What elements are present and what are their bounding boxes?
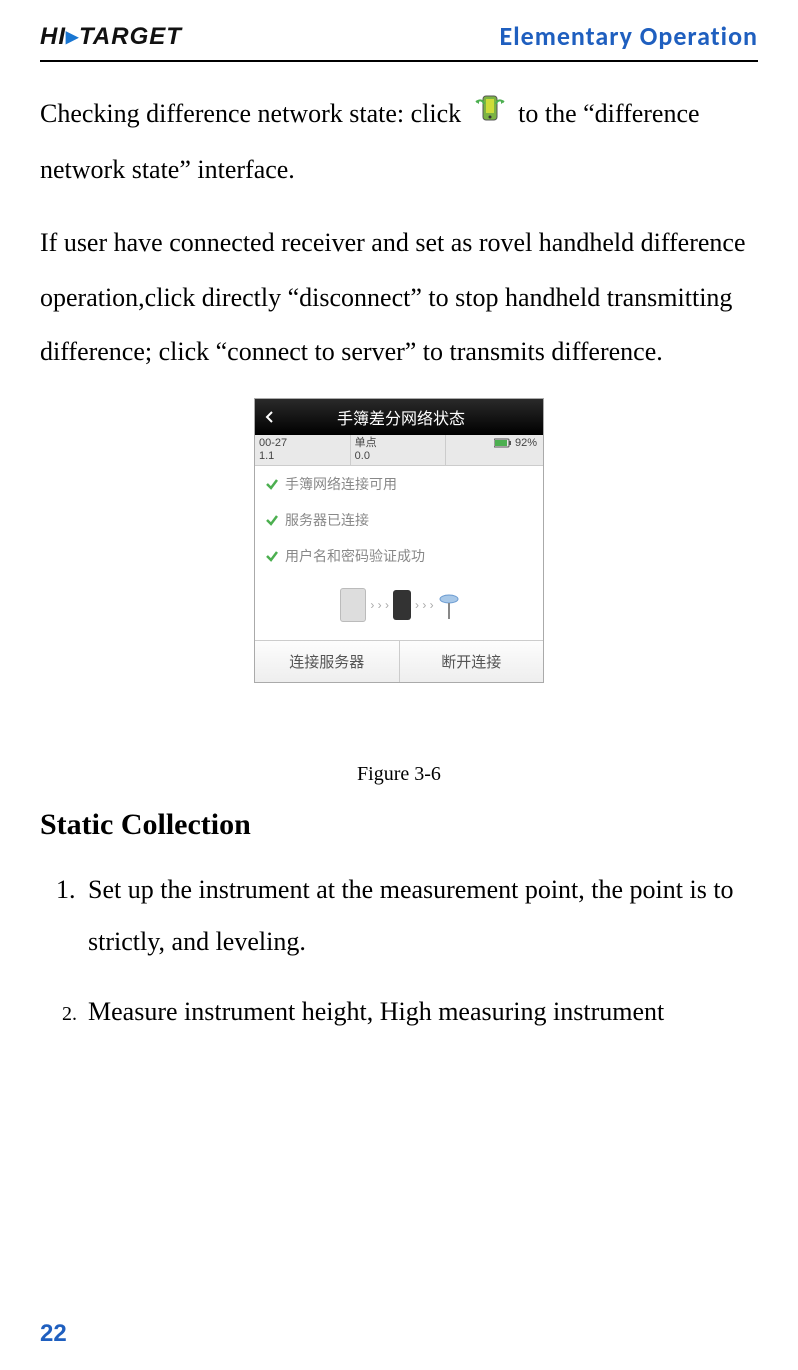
para1-pre: Checking difference network state: click bbox=[40, 99, 468, 128]
status-line-2: 服务器已连接 bbox=[255, 502, 543, 538]
header-title: Elementary Operation bbox=[500, 20, 758, 52]
check-icon bbox=[265, 477, 279, 491]
status-c2a: 单点 bbox=[355, 437, 442, 450]
list-item: Set up the instrument at the measurement… bbox=[82, 864, 758, 968]
paragraph-2: If user have connected receiver and set … bbox=[40, 216, 758, 380]
device-network-icon bbox=[472, 89, 508, 144]
logo-text-post: TARGET bbox=[79, 23, 182, 50]
check-icon bbox=[265, 549, 279, 563]
logo-caret-icon: ▸ bbox=[66, 23, 79, 50]
check-icon bbox=[265, 513, 279, 527]
app-title: 手簿差分网络状态 bbox=[281, 405, 543, 429]
logo-text-pre: HI bbox=[40, 23, 66, 50]
status-line-3-text: 用户名和密码验证成功 bbox=[285, 546, 425, 566]
status-line-1: 手簿网络连接可用 bbox=[255, 466, 543, 502]
app-titlebar: 手簿差分网络状态 bbox=[255, 399, 543, 435]
page-number: 22 bbox=[40, 1320, 67, 1348]
back-icon[interactable] bbox=[259, 406, 281, 428]
disconnect-button[interactable]: 断开连接 bbox=[400, 641, 544, 682]
section-heading: Static Collection bbox=[40, 808, 758, 842]
status-cell-1: 00-27 1.1 bbox=[255, 435, 351, 465]
list-item: Measure instrument height, High measurin… bbox=[82, 986, 758, 1038]
status-cell-3: 92% bbox=[446, 435, 543, 465]
numbered-list: Set up the instrument at the measurement… bbox=[40, 864, 758, 1038]
status-c2b: 0.0 bbox=[355, 450, 442, 463]
status-cell-2: 单点 0.0 bbox=[351, 435, 447, 465]
status-line-2-text: 服务器已连接 bbox=[285, 510, 369, 530]
arrows-2: › › › bbox=[415, 598, 434, 612]
status-line-1-text: 手簿网络连接可用 bbox=[285, 474, 397, 494]
page-header: HI▸TARGET Elementary Operation bbox=[40, 20, 758, 62]
paragraph-1: Checking difference network state: click… bbox=[40, 87, 758, 198]
battery-percent: 92% bbox=[515, 437, 537, 449]
connect-server-button[interactable]: 连接服务器 bbox=[255, 641, 400, 682]
status-line-3: 用户名和密码验证成功 bbox=[255, 538, 543, 574]
server-icon bbox=[340, 588, 366, 622]
phone-icon bbox=[393, 590, 411, 620]
antenna-icon bbox=[438, 593, 458, 617]
app-screenshot: 手簿差分网络状态 00-27 1.1 单点 0.0 92% 手簿网络连接可用 服… bbox=[254, 398, 544, 683]
status-c1b: 1.1 bbox=[259, 450, 346, 463]
app-status-bar: 00-27 1.1 单点 0.0 92% bbox=[255, 435, 543, 466]
status-c1a: 00-27 bbox=[259, 437, 346, 450]
connection-illustration: › › › › › › bbox=[255, 574, 543, 640]
logo: HI▸TARGET bbox=[40, 22, 182, 51]
app-button-row: 连接服务器 断开连接 bbox=[255, 640, 543, 682]
arrows-1: › › › bbox=[370, 598, 389, 612]
figure-caption: Figure 3-6 bbox=[40, 763, 758, 786]
screenshot-container: 手簿差分网络状态 00-27 1.1 单点 0.0 92% 手簿网络连接可用 服… bbox=[40, 398, 758, 683]
